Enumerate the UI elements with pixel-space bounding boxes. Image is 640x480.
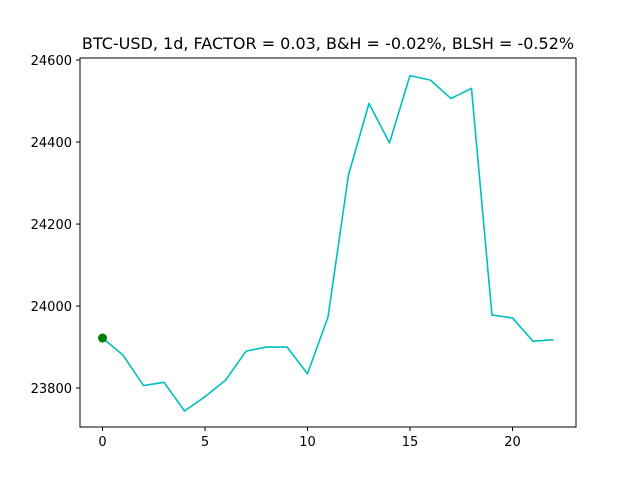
x-tick-label: 15 (402, 435, 419, 450)
y-tick-label: 24400 (31, 136, 72, 151)
axes-frame (79, 57, 577, 428)
y-tick-label: 24000 (31, 300, 72, 315)
chart-title: BTC-USD, 1d, FACTOR = 0.03, B&H = -0.02%… (82, 34, 574, 53)
x-axis: 0 5 10 15 20 (98, 427, 521, 450)
y-tick-label: 23800 (31, 382, 72, 397)
signal-marker (98, 333, 108, 343)
x-tick-label: 0 (98, 435, 106, 450)
y-axis: 23800 24000 24200 24400 24600 (31, 54, 80, 397)
x-tick-label: 20 (504, 435, 521, 450)
x-tick-label: 5 (201, 435, 209, 450)
y-tick-label: 24600 (31, 54, 72, 69)
x-tick-label: 10 (299, 435, 316, 450)
series-line (102, 74, 554, 412)
y-tick-label: 24200 (31, 218, 72, 233)
plot-area (98, 74, 554, 412)
